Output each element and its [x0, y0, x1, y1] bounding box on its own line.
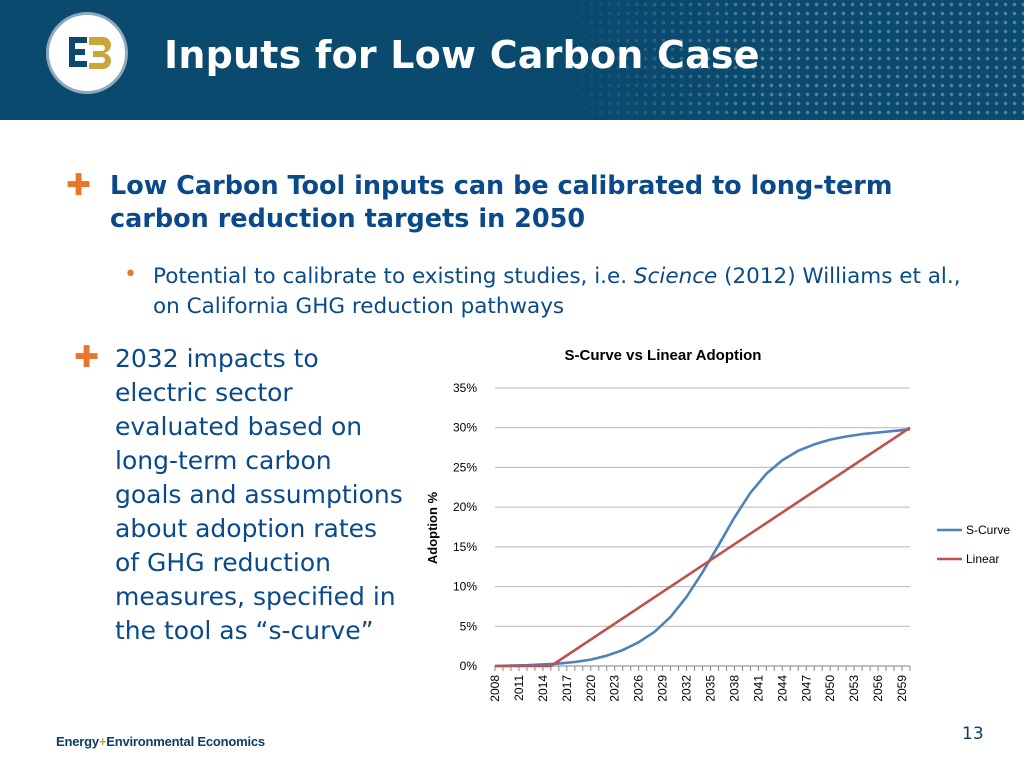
chart-legend: S-Curve Linear	[937, 523, 1010, 566]
x-tick-label: 2026	[632, 675, 646, 702]
x-tick-label: 2053	[847, 675, 861, 702]
x-tick-label: 2047	[799, 675, 813, 702]
bullet-sub-1-em: Science	[633, 264, 718, 289]
x-tick-label: 2023	[608, 675, 622, 702]
x-tick-label: 2041	[751, 675, 765, 702]
bullet-sub-1: Potential to calibrate to existing studi…	[153, 262, 973, 322]
y-tick-label: 30%	[453, 421, 477, 435]
footer-brand-right: Environmental Economics	[106, 734, 265, 749]
y-axis-label: Adoption %	[425, 491, 440, 564]
plus-bullet-icon: ✚	[74, 340, 100, 375]
bullet-main-1: Low Carbon Tool inputs can be calibrated…	[110, 171, 893, 234]
adoption-chart: S-Curve vs Linear Adoption Adoption % 0%…	[425, 347, 1010, 702]
chart-title: S-Curve vs Linear Adoption	[565, 347, 762, 364]
x-tick-label: 2011	[512, 675, 526, 701]
x-tick-label: 2044	[775, 675, 789, 702]
x-tick-labels: 2008 2011 2014 2017 2020 2023 2026 2029 2032 2035…	[488, 666, 911, 702]
series-line-linear	[495, 426, 911, 668]
x-tick-label: 2035	[703, 675, 717, 702]
chart-gridlines	[495, 387, 910, 667]
footer-brand: Energy+Environmental Economics	[56, 734, 265, 749]
x-tick-label: 2029	[656, 675, 670, 702]
plus-bullet-icon: ✚	[66, 168, 92, 203]
series-line-s-curve	[494, 428, 911, 668]
x-tick-label: 2056	[871, 675, 885, 702]
x-tick-label: 2038	[727, 675, 741, 702]
x-tick-label: 2050	[823, 675, 837, 702]
y-tick-label: 20%	[453, 500, 477, 514]
y-tick-label: 10%	[453, 580, 477, 594]
slide-header: Inputs for Low Carbon Case	[0, 0, 1024, 120]
sub-bullet-dot-icon: •	[124, 262, 137, 287]
y-tick-label: 25%	[453, 460, 477, 474]
x-tick-label: 2017	[560, 675, 574, 702]
bullet-sub-1-post: (2012) Williams et al., on California GH…	[153, 264, 961, 319]
e3-logo	[46, 12, 128, 94]
page-number: 13	[962, 724, 984, 744]
e3-logo-icon	[69, 37, 111, 69]
y-tick-labels: 0% 5% 10% 15% 20% 25% 30% 35%	[453, 381, 477, 673]
slide-title: Inputs for Low Carbon Case	[164, 33, 760, 77]
legend-label: S-Curve	[966, 523, 1010, 537]
y-tick-label: 15%	[453, 540, 477, 554]
y-tick-label: 0%	[460, 659, 478, 673]
chart-series	[494, 426, 911, 668]
y-tick-label: 5%	[460, 619, 478, 633]
x-tick-label: 2059	[895, 675, 909, 702]
header-dot-pattern	[560, 0, 1024, 120]
footer-brand-plus: +	[98, 734, 107, 749]
x-tick-label: 2014	[536, 675, 550, 702]
x-tick-label: 2008	[488, 675, 502, 702]
bullet-main-2: 2032 impacts to electric sector evaluate…	[115, 344, 403, 645]
y-tick-label: 35%	[453, 381, 477, 395]
footer-brand-left: Energy	[56, 734, 99, 749]
x-tick-label: 2032	[680, 675, 694, 702]
legend-label: Linear	[966, 552, 999, 566]
x-tick-label: 2020	[584, 675, 598, 702]
bullet-sub-1-pre: Potential to calibrate to existing studi…	[153, 264, 634, 289]
